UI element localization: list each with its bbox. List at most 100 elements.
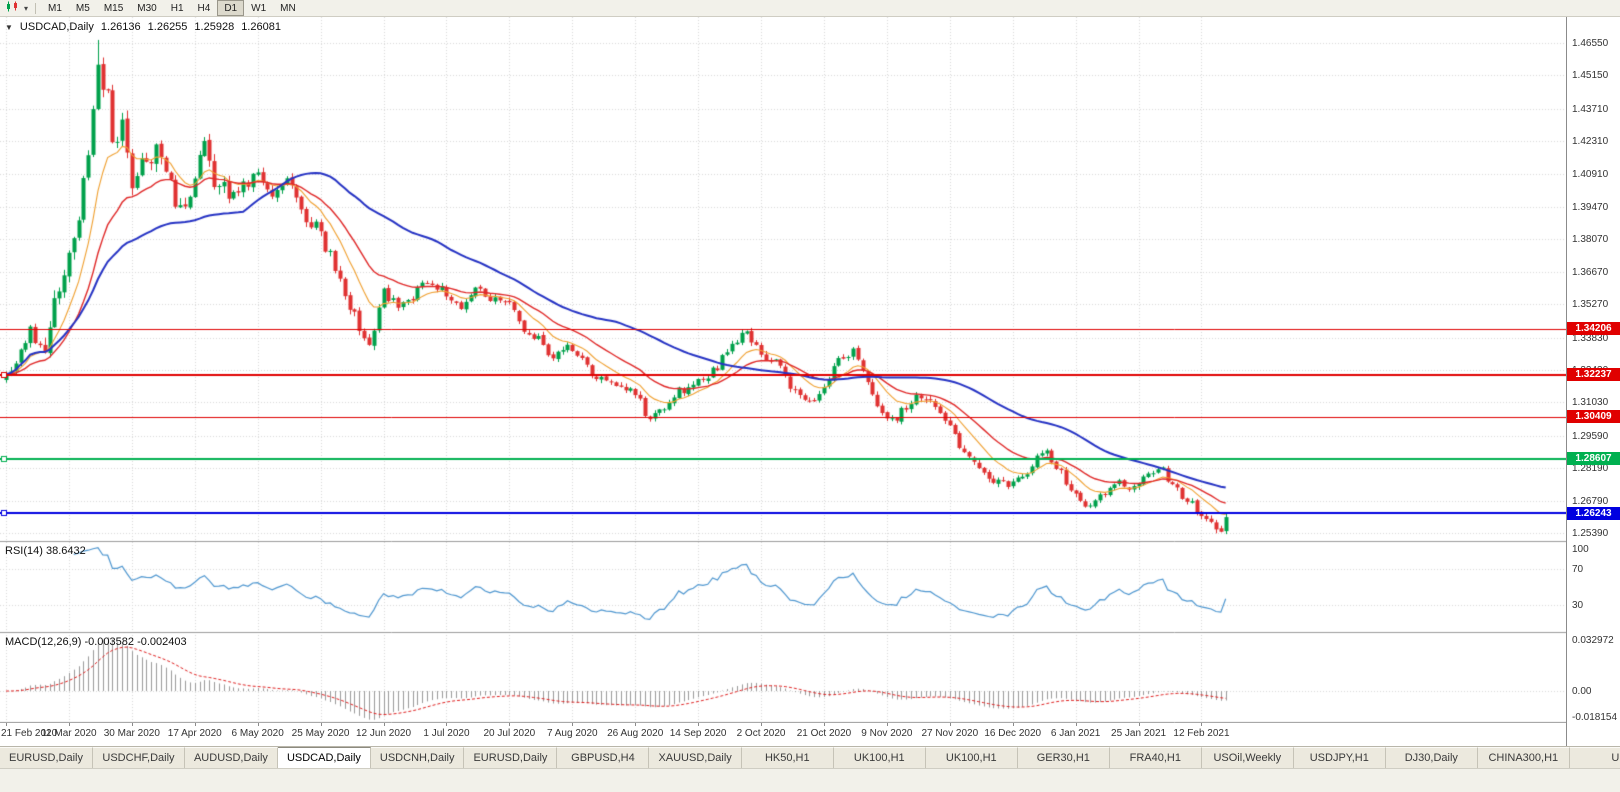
- chart-tab-gbpusd-h4[interactable]: GBPUSD,H4: [557, 747, 650, 768]
- timeframe-button-h4[interactable]: H4: [197, 3, 211, 14]
- chart-tab-eurusd-daily[interactable]: EURUSD,Daily: [0, 747, 93, 768]
- date-axis-label: 12 Feb 2021: [1173, 728, 1230, 739]
- price-level-badge: 1.34206: [1567, 322, 1620, 336]
- chart-type-dropdown-caret[interactable]: ▾: [24, 3, 29, 13]
- date-tick-mark: [761, 723, 762, 726]
- timeframe-button-m1[interactable]: M1: [48, 3, 62, 14]
- date-axis-label: 2 Oct 2020: [736, 728, 786, 739]
- chart-tab-usdchf-daily[interactable]: USDCHF,Daily: [92, 747, 185, 768]
- chart-tab-usdcad-daily[interactable]: USDCAD,Daily: [277, 747, 371, 768]
- chart-tab-fra40-h1[interactable]: FRA40,H1: [1109, 747, 1202, 768]
- chart-tab-u[interactable]: U: [1569, 747, 1620, 768]
- date-tick-mark: [1076, 723, 1077, 726]
- collapse-chart-icon[interactable]: ▼: [5, 22, 13, 32]
- price-axis-label: 1.31030: [1572, 397, 1609, 409]
- date-axis-label: 6 May 2020: [231, 728, 284, 739]
- date-tick-mark: [384, 723, 385, 726]
- price-axis-label: 1.25390: [1572, 528, 1609, 540]
- price-axis-label: 1.29590: [1572, 430, 1609, 442]
- chart-tab-usoil-weekly[interactable]: USOil,Weekly: [1201, 747, 1294, 768]
- price-level-badge: 1.28607: [1567, 452, 1620, 466]
- date-tick-mark: [887, 723, 888, 726]
- chart-tab-china300-h1[interactable]: CHINA300,H1: [1477, 747, 1570, 768]
- timeframe-button-w1[interactable]: W1: [251, 3, 267, 14]
- chart-tab-uk100-h1[interactable]: UK100,H1: [925, 747, 1018, 768]
- date-tick-mark: [950, 723, 951, 726]
- timeframe-button-m15[interactable]: M15: [103, 3, 124, 14]
- chart-tab-audusd-daily[interactable]: AUDUSD,Daily: [184, 747, 278, 768]
- date-tick-mark: [824, 723, 825, 726]
- timeframe-button-d1[interactable]: D1: [217, 0, 245, 16]
- chart-tab-hk50-h1[interactable]: HK50,H1: [741, 747, 834, 768]
- timeframe-button-m5[interactable]: M5: [75, 3, 90, 14]
- chart-title: ▼ USDCAD,Daily 1.26136 1.26255 1.25928 1…: [5, 21, 281, 33]
- chart-tab-uk100-h1[interactable]: UK100,H1: [833, 747, 926, 768]
- rsi-axis-label: 100: [1572, 544, 1589, 555]
- toolbar-separator: [35, 2, 37, 14]
- price-level-badge: 1.32237: [1567, 368, 1620, 381]
- chart-tab-usdjpy-h1[interactable]: USDJPY,H1: [1293, 747, 1386, 768]
- date-tick-mark: [258, 723, 259, 726]
- timeframe-button-mn[interactable]: MN: [280, 3, 296, 14]
- price-axis-label: 1.26790: [1572, 495, 1609, 507]
- date-axis-label: 21 Oct 2020: [796, 728, 852, 739]
- rsi-indicator-label: RSI(14) 38.6432: [5, 545, 86, 557]
- date-tick-mark: [509, 723, 510, 726]
- date-tick-mark: [195, 723, 196, 726]
- date-tick-mark: [6, 723, 7, 726]
- chart-tab-eurusd-daily[interactable]: EURUSD,Daily: [464, 747, 558, 768]
- date-axis[interactable]: 21 Feb 2020 11 Mar 2020 30 Mar 2020 17 Apr …: [0, 723, 1566, 746]
- price-axis-label: 1.43710: [1572, 103, 1609, 115]
- date-axis-label: 11 Mar 2020: [41, 728, 97, 739]
- ohlc-close: 1.26081: [241, 21, 281, 33]
- ohlc-high: 1.26255: [147, 21, 188, 33]
- chart-window: ▼ USDCAD,Daily 1.26136 1.26255 1.25928 1…: [0, 17, 1620, 746]
- date-axis-label: 7 Aug 2020: [546, 728, 598, 739]
- price-axis-label: 1.36670: [1572, 266, 1609, 278]
- timeframe-buttons: M1 M5 M15 M30 H1 H4 D1 W1 MN: [41, 0, 303, 16]
- date-tick-mark: [69, 723, 70, 726]
- price-axis-label: 1.39470: [1572, 201, 1609, 213]
- price-chart-canvas[interactable]: [0, 17, 1566, 723]
- date-axis-label: 26 Aug 2020: [607, 728, 664, 739]
- date-tick-mark: [1139, 723, 1140, 726]
- date-axis-label: 30 Mar 2020: [103, 728, 160, 739]
- date-axis-label: 14 Sep 2020: [669, 728, 727, 739]
- price-axis-label: 1.38070: [1572, 234, 1609, 246]
- ohlc-open: 1.26136: [100, 21, 141, 33]
- date-axis-label: 9 Nov 2020: [861, 728, 913, 739]
- date-axis-label: 27 Nov 2020: [921, 728, 979, 739]
- price-axis-label: 1.40910: [1572, 168, 1609, 180]
- rsi-axis-label: 30: [1572, 600, 1584, 611]
- price-level-badge: 1.30409: [1567, 410, 1620, 424]
- macd-axis-label: -0.018154: [1572, 712, 1618, 723]
- timeframe-toolbar: ▾ M1 M5 M15 M30 H1 H4 D1 W1 MN: [0, 0, 1620, 17]
- macd-axis-label: 0.032972: [1572, 635, 1614, 646]
- date-tick-mark: [132, 723, 133, 726]
- chart-type-button[interactable]: [3, 1, 22, 16]
- chart-tab-xauusd-daily[interactable]: XAUUSD,Daily: [649, 747, 742, 768]
- macd-axis-label: 0.00: [1572, 686, 1592, 698]
- chart-tab-usdcnh-daily[interactable]: USDCNH,Daily: [370, 747, 465, 768]
- price-axis-label: 1.42310: [1572, 136, 1609, 148]
- date-axis-label: 25 May 2020: [291, 728, 350, 739]
- timeframe-button-h1[interactable]: H1: [170, 3, 184, 14]
- date-tick-mark: [446, 723, 447, 726]
- chart-tab-bar: EURUSD,Daily USDCHF,Daily AUDUSD,Daily USDC…: [0, 746, 1620, 768]
- price-axis[interactable]: 1.46550 1.45150 1.43710 1.42310 1.40910 1.394…: [1566, 17, 1620, 746]
- date-axis-label: 17 Apr 2020: [167, 728, 222, 739]
- price-axis-label: 1.46550: [1572, 37, 1609, 49]
- rsi-axis-label: 70: [1572, 564, 1584, 575]
- price-level-badge: 1.26243: [1567, 506, 1620, 520]
- date-axis-label: 12 Jun 2020: [355, 728, 412, 739]
- price-axis-label: 1.45150: [1572, 70, 1609, 82]
- chart-tab-ger30-h1[interactable]: GER30,H1: [1017, 747, 1110, 768]
- date-axis-label: 25 Jan 2021: [1111, 728, 1167, 739]
- timeframe-button-m30[interactable]: M30: [137, 3, 157, 14]
- chart-tab-dj30-daily[interactable]: DJ30,Daily: [1385, 747, 1478, 768]
- price-axis-label: 1.28190: [1572, 463, 1609, 475]
- macd-indicator-label: MACD(12,26,9) -0.003582 -0.002403: [5, 636, 187, 648]
- date-axis-label: 1 Jul 2020: [423, 728, 470, 739]
- date-tick-mark: [321, 723, 322, 726]
